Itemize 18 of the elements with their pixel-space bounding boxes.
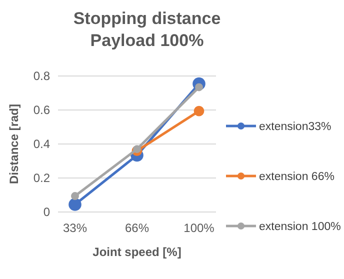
- chart-title: Stopping distance Payload 100%: [73, 9, 221, 50]
- legend-label: extension 100%: [259, 221, 341, 234]
- y-tick-label: 0.6: [33, 103, 50, 118]
- x-tick-label: 100%: [184, 221, 215, 235]
- legend-label: extension33%: [259, 121, 332, 134]
- x-tick-label: 66%: [124, 221, 150, 235]
- point: [133, 145, 141, 154]
- y-axis-title: Distance [rad]: [7, 104, 21, 184]
- y-tick-label: 0.2: [33, 171, 50, 186]
- x-tick-label: 33%: [62, 221, 88, 235]
- point: [71, 192, 79, 200]
- y-tick-label: 0.4: [33, 137, 50, 152]
- legend-label: extension 66%: [259, 171, 334, 184]
- point: [68, 198, 82, 211]
- point: [194, 106, 204, 116]
- y-tick-label: 0: [43, 205, 50, 220]
- x-axis-title: Joint speed [%]: [92, 245, 182, 259]
- y-tick-label: 0.8: [33, 69, 50, 84]
